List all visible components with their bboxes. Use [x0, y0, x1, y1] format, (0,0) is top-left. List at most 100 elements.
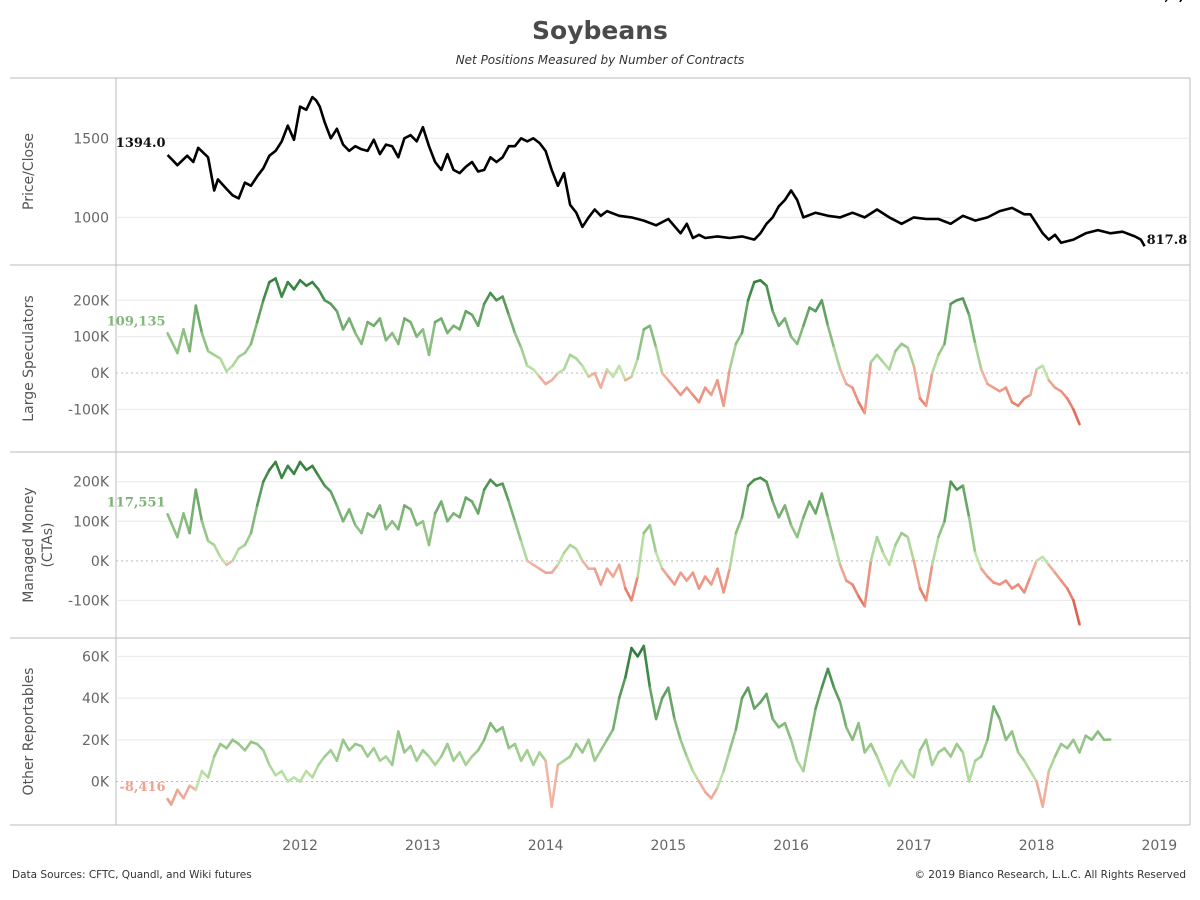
- series-segment-managed_money: [875, 535, 885, 555]
- series-segment-managed_money: [943, 480, 953, 523]
- series-segment-large_spec: [912, 364, 922, 400]
- series-segment-large_spec: [961, 297, 971, 317]
- series-segment-other_reportables: [949, 742, 959, 758]
- x-tick-label: 2019: [1141, 838, 1177, 854]
- series-segment-other_reportables: [347, 742, 357, 752]
- series-segment-other_reportables: [1110, 0, 1116, 740]
- end-value-label-other_reportables: 20,128: [1147, 0, 1197, 4]
- series-segment-managed_money: [194, 488, 204, 523]
- series-segment-large_spec: [581, 364, 590, 379]
- series-segment-other_reportables: [390, 730, 400, 767]
- series-segment-managed_money: [519, 539, 529, 563]
- series-segment-other_reportables: [519, 748, 529, 763]
- series-segment-other_reportables: [986, 705, 995, 742]
- series-segment-other_reportables: [734, 696, 744, 731]
- series-segment-large_spec: [507, 313, 517, 335]
- y-tick-label-large_spec: 100K: [73, 330, 110, 346]
- series-segment-other_reportables: [525, 748, 535, 767]
- series-segment-other_reportables: [1078, 734, 1087, 754]
- series-segment-large_spec: [421, 328, 431, 357]
- series-segment-other_reportables: [630, 646, 640, 658]
- series-segment-managed_money: [777, 504, 787, 519]
- series-segment-large_spec: [636, 328, 646, 360]
- series-segment-other_reportables: [814, 686, 824, 710]
- series-segment-other_reportables: [568, 742, 578, 758]
- series-segment-large_spec: [255, 298, 265, 324]
- series-segment-managed_money: [930, 535, 940, 567]
- series-segment-large_spec: [1047, 378, 1057, 389]
- series-segment-other_reportables: [752, 700, 762, 710]
- series-segment-managed_money: [660, 567, 670, 578]
- y-tick-label-price: 1000: [73, 210, 109, 226]
- series-segment-other_reportables: [317, 755, 327, 767]
- series-segment-large_spec: [789, 335, 799, 346]
- x-tick-label: 2018: [1019, 838, 1055, 854]
- series-segment-large_spec: [906, 346, 916, 368]
- series-segment-managed_money: [648, 523, 658, 555]
- series-segment-managed_money: [765, 480, 775, 503]
- series-segment-other_reportables: [691, 769, 701, 783]
- series-segment-other_reportables: [1004, 730, 1014, 742]
- series-segment-large_spec: [1059, 389, 1069, 400]
- series-segment-large_spec: [937, 342, 946, 357]
- series-segment-managed_money: [200, 519, 210, 543]
- series-segment-managed_money: [771, 500, 781, 519]
- series-segment-other_reportables: [955, 742, 965, 754]
- series-segment-managed_money: [802, 500, 811, 519]
- series-segment-large_spec: [943, 302, 953, 346]
- chart-subtitle: Net Positions Measured by Number of Cont…: [455, 53, 745, 67]
- series-segment-managed_money: [746, 478, 756, 488]
- series-segment-large_spec: [759, 278, 768, 288]
- series-segment-large_spec: [820, 298, 830, 328]
- series-segment-other_reportables: [304, 769, 314, 779]
- series-segment-managed_money: [212, 543, 222, 559]
- series-segment-managed_money: [630, 575, 640, 602]
- series-segment-managed_money: [1059, 579, 1069, 590]
- series-segment-other_reportables: [998, 717, 1008, 742]
- series-segment-large_spec: [734, 331, 744, 346]
- series-segment-other_reportables: [802, 738, 811, 773]
- series-segment-other_reportables: [593, 748, 603, 763]
- series-segment-managed_money: [979, 567, 989, 578]
- series-segment-large_spec: [390, 331, 400, 346]
- series-segment-other_reportables: [979, 738, 989, 758]
- series-segment-other_reportables: [820, 667, 830, 690]
- series-segment-large_spec: [1080, 0, 1086, 424]
- series-segment-managed_money: [360, 512, 369, 535]
- series-segment-other_reportables: [924, 738, 934, 767]
- x-tick-label: 2014: [528, 838, 564, 854]
- series-segment-other_reportables: [660, 686, 670, 700]
- series-segment-other_reportables: [169, 788, 179, 806]
- series-segment-other_reportables: [464, 755, 474, 767]
- series-segment-managed_money: [611, 563, 621, 578]
- series-segment-managed_money: [1023, 575, 1032, 594]
- series-segment-large_spec: [648, 324, 658, 349]
- series-segment-large_spec: [1066, 397, 1075, 411]
- y-tick-label-price: 1500: [73, 131, 109, 147]
- series-segment-other_reportables: [1016, 751, 1026, 763]
- series-segment-large_spec: [1004, 386, 1014, 404]
- series-segment-other_reportables: [722, 748, 732, 773]
- series-segment-other_reportables: [826, 667, 836, 690]
- series-segment-other_reportables: [255, 742, 265, 752]
- series-segment-other_reportables: [648, 686, 658, 721]
- series-segment-large_spec: [728, 342, 738, 371]
- series-segment-managed_money: [605, 567, 615, 578]
- series-segment-large_spec: [716, 378, 725, 408]
- series-segment-managed_money: [378, 504, 388, 531]
- series-segment-managed_money: [323, 484, 333, 493]
- series-segment-large_spec: [832, 346, 842, 371]
- series-segment-other_reportables: [728, 728, 738, 752]
- y-tick-label-large_spec: 200K: [73, 293, 110, 309]
- series-segment-other_reportables: [225, 738, 234, 750]
- x-tick-label: 2017: [896, 838, 932, 854]
- series-segment-large_spec: [765, 284, 775, 313]
- series-segment-large_spec: [384, 331, 394, 342]
- end-value-label-large_spec: -140,424: [1147, 0, 1200, 4]
- series-segment-other_reportables: [1010, 730, 1020, 754]
- series-segment-other_reportables: [574, 742, 584, 754]
- series-segment-large_spec: [231, 355, 240, 368]
- series-segment-large_spec: [1016, 397, 1026, 408]
- series-segment-managed_money: [396, 504, 406, 531]
